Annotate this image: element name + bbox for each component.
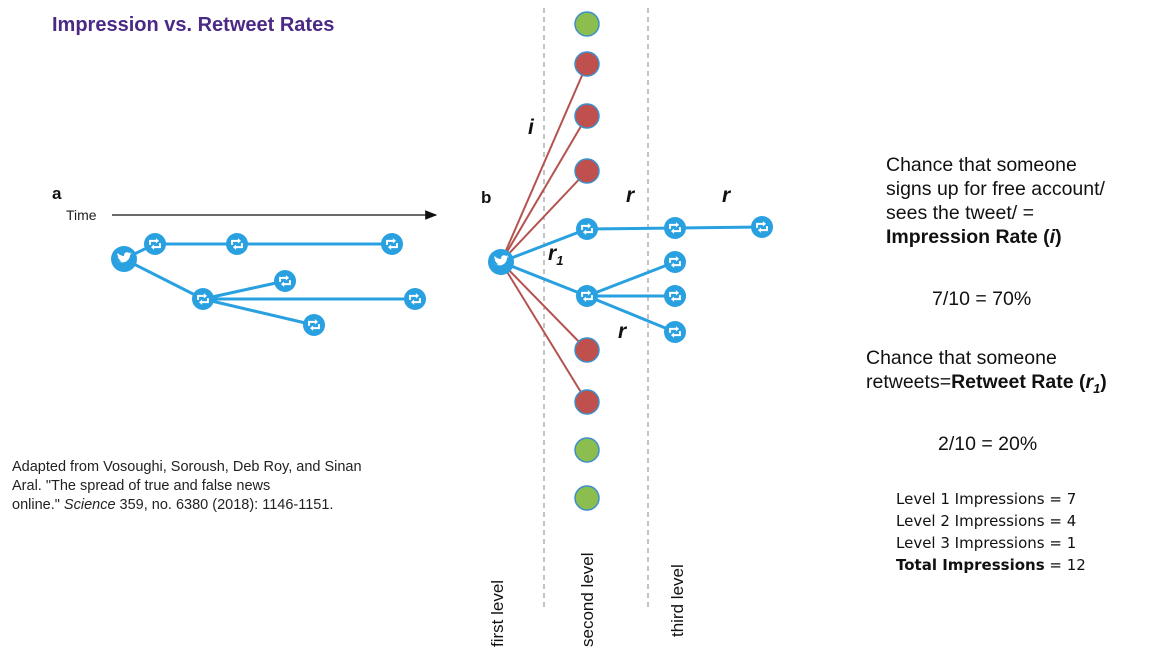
retweet-icon bbox=[192, 288, 214, 310]
total-impressions: Total Impressions = 12 bbox=[896, 556, 1086, 574]
retweet-icon bbox=[381, 233, 403, 255]
tweet-bird-icon bbox=[488, 249, 514, 275]
second-level-label: second level bbox=[578, 552, 597, 647]
impression-node bbox=[574, 337, 600, 363]
impression-edges bbox=[500, 63, 588, 403]
panel-a-edges bbox=[123, 242, 415, 327]
citation-line: Aral. "The spread of true and false news bbox=[12, 478, 271, 494]
first-retweet-rate-label: r1 bbox=[548, 242, 564, 269]
retweet-icon bbox=[576, 218, 598, 240]
first-level-label: first level bbox=[488, 579, 507, 647]
level-3-impressions: Level 3 Impressions = 1 bbox=[896, 534, 1077, 552]
retweet-rate-value: 2/10 = 20% bbox=[938, 433, 1038, 455]
citation-line: online." Science 359, no. 6380 (2018): 1… bbox=[12, 497, 334, 513]
no-impression-node bbox=[574, 485, 600, 511]
impression-rate-value: 7/10 = 70% bbox=[932, 288, 1032, 310]
retweet-icon bbox=[404, 288, 426, 310]
level-1-impressions: Level 1 Impressions = 7 bbox=[896, 490, 1077, 508]
journal-name: Science bbox=[63, 497, 116, 513]
level-dividers bbox=[543, 8, 649, 608]
impression-node bbox=[574, 158, 600, 184]
retweet-rate-label: r bbox=[626, 184, 635, 207]
impression-rate-definition: Chance that someone signs up for free ac… bbox=[886, 154, 1105, 248]
time-axis-label: Time bbox=[66, 207, 97, 223]
panel-a-letter: a bbox=[52, 184, 62, 203]
third-level-label: third level bbox=[668, 564, 687, 637]
impression-totals: Level 1 Impressions = 7 Level 2 Impressi… bbox=[896, 488, 1086, 576]
retweet-edges bbox=[500, 225, 763, 334]
panel-b-nodes bbox=[488, 11, 773, 511]
retweet-icon bbox=[226, 233, 248, 255]
no-impression-node bbox=[574, 11, 600, 37]
no-impression-node bbox=[574, 437, 600, 463]
retweet-rate-label: r bbox=[722, 184, 731, 207]
tweet-bird-icon bbox=[111, 246, 137, 272]
retweet-icon bbox=[664, 285, 686, 307]
retweet-icon bbox=[751, 216, 773, 238]
retweet-icon bbox=[303, 314, 325, 336]
retweet-icon bbox=[144, 233, 166, 255]
slide-title: Impression vs. Retweet Rates bbox=[52, 14, 335, 36]
retweet-icon bbox=[664, 321, 686, 343]
retweet-rate-label: r bbox=[618, 320, 627, 343]
retweet-icon bbox=[576, 285, 598, 307]
retweet-icon bbox=[664, 251, 686, 273]
level-2-impressions: Level 2 Impressions = 4 bbox=[896, 512, 1077, 530]
panel-a-nodes bbox=[111, 233, 426, 336]
impression-node bbox=[574, 389, 600, 415]
citation-line: Adapted from Vosoughi, Soroush, Deb Roy,… bbox=[12, 459, 362, 475]
impression-rate-label: i bbox=[528, 116, 534, 139]
citation: Adapted from Vosoughi, Soroush, Deb Roy,… bbox=[12, 458, 472, 515]
impression-node bbox=[574, 103, 600, 129]
retweet-rate-definition: Chance that someone retweets=Retweet Rat… bbox=[866, 347, 1107, 396]
retweet-icon bbox=[664, 217, 686, 239]
panel-b-letter: b bbox=[481, 188, 492, 207]
retweet-icon bbox=[274, 270, 296, 292]
impression-node bbox=[574, 51, 600, 77]
